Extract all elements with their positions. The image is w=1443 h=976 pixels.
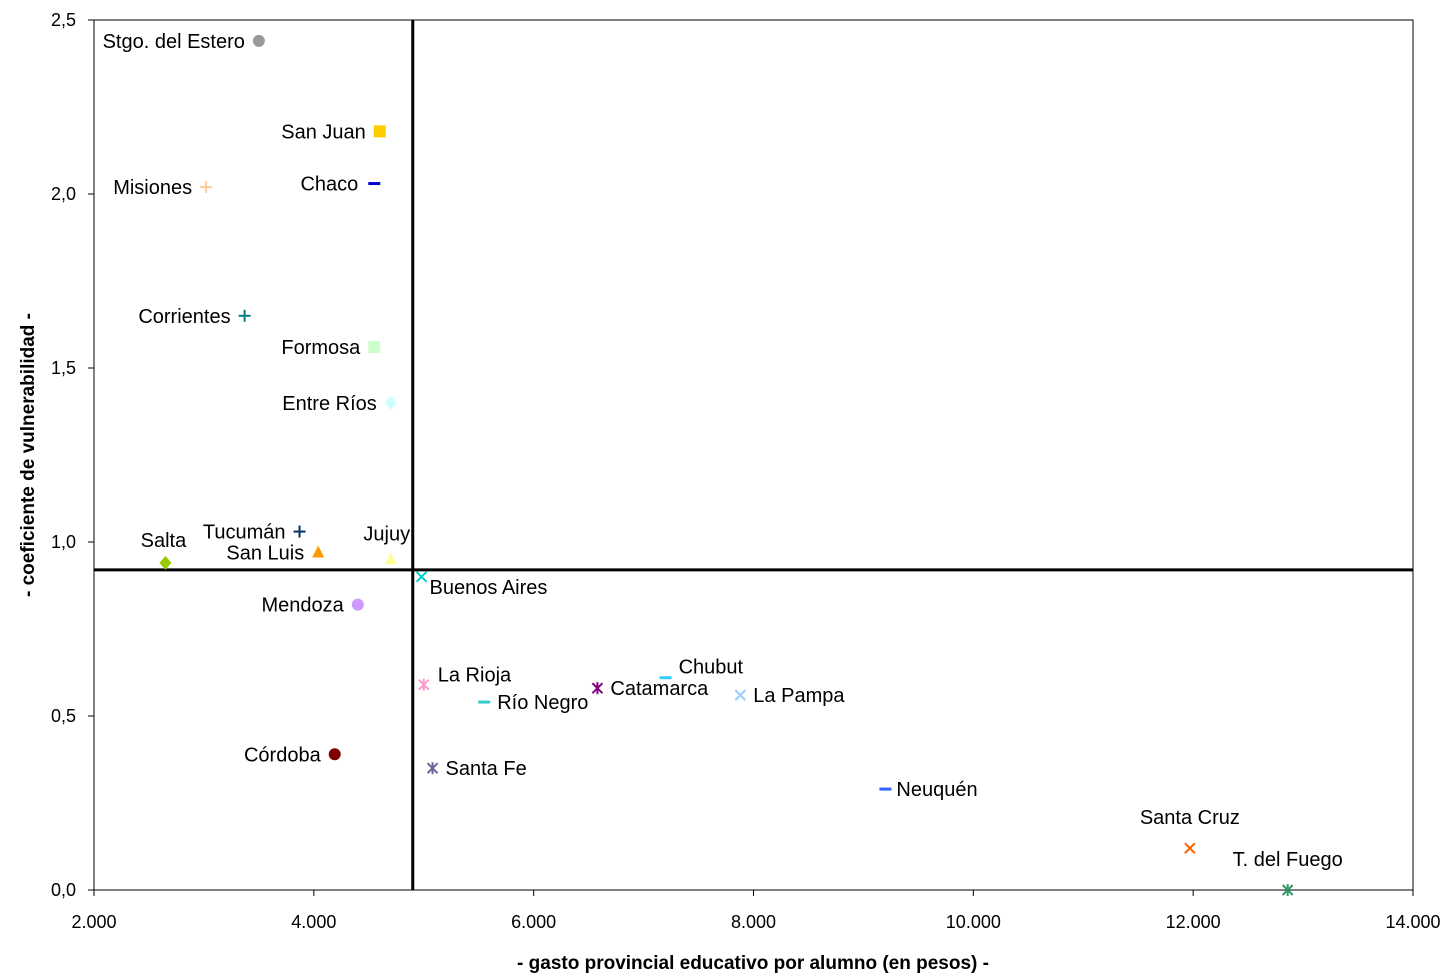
point-label: T. del Fuego [1233, 849, 1343, 871]
data-point [253, 35, 265, 47]
y-tick-label: 2,0 [51, 184, 76, 204]
x-tick-label: 14.000 [1385, 912, 1440, 932]
point-label: Chaco [300, 174, 358, 196]
data-point [368, 341, 380, 353]
point-label: Stgo. del Estero [103, 31, 245, 53]
point-label: Catamarca [610, 678, 709, 700]
data-point [312, 545, 324, 557]
point-label: San Juan [281, 121, 366, 143]
point-label: Córdoba [244, 744, 322, 766]
point-label: La Pampa [753, 685, 845, 707]
point-label: Buenos Aires [430, 577, 548, 599]
data-point [419, 679, 429, 691]
x-tick-label: 4.000 [291, 912, 336, 932]
data-point [159, 556, 171, 570]
point-label: Santa Cruz [1140, 807, 1240, 829]
x-tick-label: 2.000 [71, 912, 116, 932]
data-point [417, 572, 427, 582]
axis-ticks: 2.000 4.000 6.000 8.000 10.000 12.000 14.000 0,… [51, 10, 1441, 932]
data-point [374, 125, 386, 137]
data-point [385, 552, 397, 564]
data-point [385, 396, 397, 410]
point-label: Mendoza [262, 595, 345, 617]
point-label: Tucumán [203, 522, 286, 544]
point-label: Entre Ríos [282, 393, 376, 415]
point-label: Jujuy [363, 523, 410, 545]
point-label: Formosa [281, 337, 361, 359]
data-point [239, 310, 251, 322]
point-label: Corrientes [138, 306, 230, 328]
data-point [329, 748, 341, 760]
y-tick-label: 0,5 [51, 706, 76, 726]
y-tick-label: 1,5 [51, 358, 76, 378]
point-labels: Stgo. del Estero San Juan Chaco Misiones Cor… [103, 31, 1343, 871]
point-label: Neuquén [896, 779, 977, 801]
y-tick-label: 1,0 [51, 532, 76, 552]
data-point [352, 599, 364, 611]
x-tick-label: 12.000 [1166, 912, 1221, 932]
point-label: Misiones [113, 177, 192, 199]
point-label: Santa Fe [446, 758, 527, 780]
x-axis-title: - gasto provincial educativo por alumno … [517, 953, 989, 974]
point-label: La Rioja [438, 665, 512, 687]
y-axis-title: - coeficiente de vulnerabilidad - [18, 313, 39, 597]
x-tick-label: 8.000 [731, 912, 776, 932]
point-label: Río Negro [497, 692, 588, 714]
point-label: Salta [141, 530, 187, 552]
x-tick-label: 6.000 [511, 912, 556, 932]
point-label: Chubut [679, 657, 744, 679]
data-point [200, 181, 212, 193]
x-tick-label: 10.000 [946, 912, 1001, 932]
point-label: San Luis [226, 542, 304, 564]
y-tick-label: 0,0 [51, 880, 76, 900]
data-point [294, 526, 306, 538]
data-point [1185, 843, 1195, 853]
data-points [159, 35, 1292, 896]
data-point [592, 682, 602, 694]
data-point [428, 762, 438, 774]
y-tick-label: 2,5 [51, 10, 76, 30]
data-point [735, 690, 745, 700]
